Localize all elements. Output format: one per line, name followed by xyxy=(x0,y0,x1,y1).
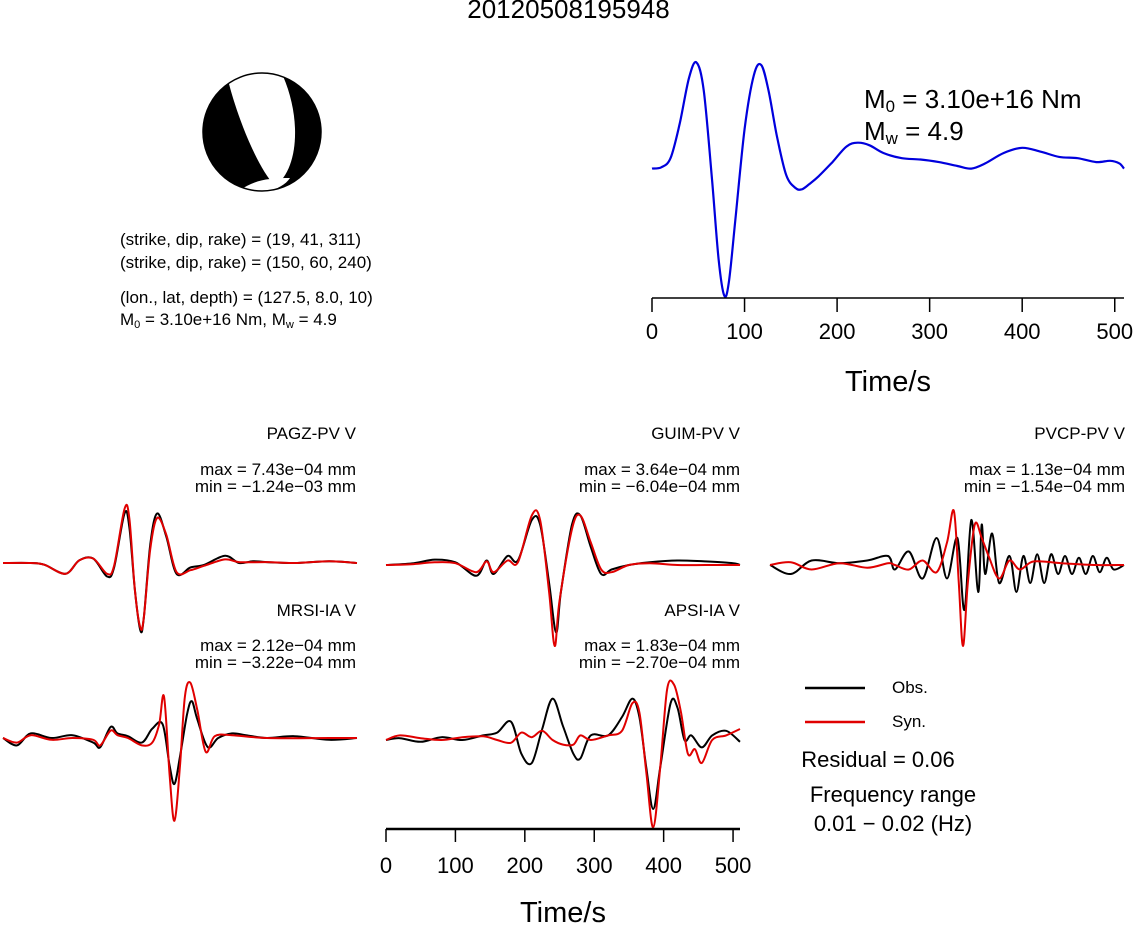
stf-xlabel: Time/s xyxy=(845,366,931,398)
synthetic-trace xyxy=(385,679,741,829)
stf-tick-label: 100 xyxy=(726,319,763,344)
stf-mw-label: Mw = 4.9 xyxy=(864,116,964,149)
synthetic-trace xyxy=(769,509,1125,648)
station-name: APSI-IA V xyxy=(664,601,740,620)
moment-summary: M0 = 3.10e+16 Nm, Mw = 4.9 xyxy=(120,309,337,331)
event-location: (lon., lat, depth) = (127.5, 8.0, 10) xyxy=(120,288,373,307)
stf-m0-value: = 3.10e+16 Nm xyxy=(895,84,1082,114)
station-name: PVCP-PV V xyxy=(1034,424,1125,443)
observed-trace xyxy=(769,518,1125,612)
m0-value: = 3.10e+16 Nm, M xyxy=(140,310,286,329)
observed-trace xyxy=(385,697,741,811)
legend-syn-label: Syn. xyxy=(892,712,927,731)
waveform-tick-label: 0 xyxy=(379,853,393,878)
station-name: GUIM-PV V xyxy=(651,424,740,443)
station-min: min = −3.22e−04 mm xyxy=(194,653,356,672)
stf-tick-label: 300 xyxy=(911,319,948,344)
stf-m0-label: M0 = 3.10e+16 Nm xyxy=(864,84,1082,117)
stf-mw-value: = 4.9 xyxy=(897,116,964,146)
station-max: max = 7.43e−04 mm xyxy=(200,460,356,479)
station-min: min = −6.04e−04 mm xyxy=(578,477,740,496)
synthetic-trace xyxy=(385,509,740,648)
stf-m0-symbol: M xyxy=(864,84,886,114)
mw-subscript: w xyxy=(285,318,294,331)
station-min: min = −2.70e−04 mm xyxy=(578,653,740,672)
station-name: MRSI-IA V xyxy=(276,601,356,620)
stf-tick-label: 500 xyxy=(1096,319,1134,344)
stf-mw-subscript: w xyxy=(885,129,898,149)
beachball-white-lower xyxy=(240,178,290,191)
station-max: max = 1.83e−04 mm xyxy=(584,636,740,655)
station-max: max = 1.13e−04 mm xyxy=(969,460,1125,479)
station-max: max = 3.64e−04 mm xyxy=(584,460,740,479)
beachball-background xyxy=(203,73,321,191)
legend-obs-label: Obs. xyxy=(892,678,928,697)
stf-tick-label: 400 xyxy=(1003,319,1041,344)
station-max: max = 2.12e−04 mm xyxy=(200,636,356,655)
frequency-range-title: Frequency range xyxy=(809,782,977,807)
station-min: min = −1.54e−04 mm xyxy=(963,477,1125,496)
figure-title: 20120508195948 xyxy=(467,0,670,24)
waveform-tick-label: 200 xyxy=(506,853,544,878)
residual-label: Residual = 0.06 xyxy=(801,747,955,772)
waveform-tick-label: 400 xyxy=(645,853,682,878)
frequency-range-value: 0.01 − 0.02 (Hz) xyxy=(813,811,973,836)
stf-mw-symbol: M xyxy=(864,116,886,146)
m0-symbol: M xyxy=(120,310,135,329)
nodal-plane-1: (strike, dip, rake) = (19, 41, 311) xyxy=(120,230,362,249)
observed-trace xyxy=(2,700,358,786)
stf-tick-label: 0 xyxy=(645,319,659,344)
stf-m0-subscript: 0 xyxy=(885,97,896,117)
station-min: min = −1.24e−03 mm xyxy=(194,477,356,496)
beachball-outline xyxy=(202,72,322,192)
mw-value: = 4.9 xyxy=(293,310,337,329)
station-name: PAGZ-PV V xyxy=(266,424,356,443)
m0-subscript: 0 xyxy=(134,318,141,331)
waveform-tick-label: 100 xyxy=(437,853,474,878)
waveform-xlabel: Time/s xyxy=(520,897,606,929)
waveform-tick-label: 500 xyxy=(714,853,752,878)
stf-tick-label: 200 xyxy=(818,319,856,344)
waveform-tick-label: 300 xyxy=(575,853,613,878)
synthetic-trace xyxy=(2,681,357,822)
nodal-plane-2: (strike, dip, rake) = (150, 60, 240) xyxy=(120,253,372,272)
beachball-white-lobe xyxy=(228,73,296,186)
